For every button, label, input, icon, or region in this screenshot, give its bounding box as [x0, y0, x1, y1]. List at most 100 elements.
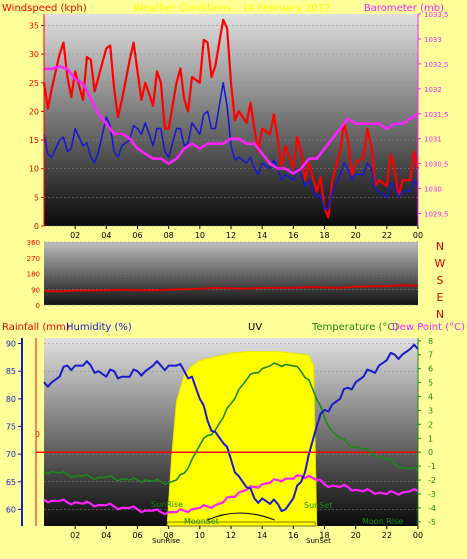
wind-x-tick-label: 22: [382, 231, 392, 240]
compass-e-label: E: [437, 291, 444, 304]
temperature-tick-label: 6: [428, 365, 433, 374]
direction-plot-area: [44, 242, 418, 305]
wind-x-tick-label: 00: [413, 231, 423, 240]
temperature-tick-label: -2: [428, 476, 436, 485]
direction-tick-label: 0: [36, 302, 40, 310]
humidity-tick-label: 90: [6, 340, 16, 349]
barometer-line: [44, 65, 419, 175]
temperature-tick-label: 0: [428, 448, 433, 457]
windspeed-tick-label: 5: [34, 193, 39, 202]
wind-x-tick-label: 12: [226, 231, 236, 240]
wind-x-tick-label: 10: [195, 231, 205, 240]
temperature-tick-label: -1: [428, 462, 436, 471]
humidity-ticks: 60 65 70 75 80 85 90: [6, 340, 22, 514]
compass-s-label: S: [437, 274, 444, 287]
humidity-tick-label: 60: [6, 505, 16, 514]
wind-x-tick-label: 04: [101, 231, 111, 240]
wind-x-ticks: 02 04 06 08 10 12 14 16 18 20 22 00: [70, 226, 423, 240]
dewpoint-line: [43, 474, 419, 516]
temperature-ticks: -5 -4 -3 -2 -1 0 1 2 3 4 5 6 7 8: [417, 337, 436, 527]
temperature-tick-label: 3: [428, 406, 433, 415]
compass-n-label: N: [436, 308, 444, 321]
windspeed-tick-label: 25: [29, 79, 39, 88]
temperature-x-tick-label: 12: [226, 531, 236, 540]
direction-ticks: 0 90 180 270 360: [27, 239, 40, 310]
temperature-x-ticks: 02 04 06 08 10 12 14 16 18 20 22 00: [70, 526, 423, 540]
wind-x-tick-label: 16: [288, 231, 298, 240]
sunrise-bottom-label: SunRise: [152, 537, 180, 545]
wind-x-tick-label: 06: [132, 231, 142, 240]
temperature-x-tick-label: 20: [351, 531, 361, 540]
temperature-line: [43, 362, 419, 486]
sunset-bottom-label: SunSet: [306, 537, 331, 545]
humidity-line: [43, 343, 419, 513]
direction-series: [43, 284, 419, 293]
temperature-tick-label: 8: [428, 337, 433, 346]
windspeed-axis-label: Windspeed (kph): [2, 3, 87, 14]
barometer-tick-label: 1033: [424, 36, 442, 44]
windspeed-tick-label: 0: [34, 222, 39, 231]
temperature-x-tick-label: 02: [70, 531, 80, 540]
windspeed-tick-label: 35: [29, 21, 39, 30]
rainfall-zero-tick: 0: [35, 430, 40, 439]
temperature-tick-label: 5: [428, 379, 433, 388]
barometer-tick-label: 1029,5: [424, 211, 449, 219]
windspeed-ticks: 0 5 10 15 20 25 30 35: [29, 21, 44, 231]
temperature-x-tick-label: 08: [164, 531, 174, 540]
wind-direction-line: [43, 284, 419, 293]
humidity-tick-label: 85: [6, 367, 16, 376]
direction-tick-label: 90: [31, 286, 40, 294]
rainfall-axis-label: Rainfall (mm): [2, 322, 70, 333]
barometer-tick-label: 1032,5: [424, 61, 449, 69]
windspeed-tick-label: 15: [29, 136, 39, 145]
wind-plot-area: [44, 14, 418, 226]
wind-x-tick-label: 20: [351, 231, 361, 240]
windspeed-tick-label: 30: [29, 50, 39, 59]
wind-x-tick-label: 02: [70, 231, 80, 240]
humidity-tick-label: 70: [6, 450, 16, 459]
moonrise-label: Moon Rise: [362, 517, 403, 526]
wind-gust-line: [42, 18, 420, 219]
uv-area: [166, 351, 318, 527]
barometer-tick-label: 1031,5: [424, 111, 449, 119]
barometer-tick-label: 1032: [424, 86, 442, 94]
temperature-axis-label: Temperature (°C): [311, 322, 398, 333]
temperature-x-tick-label: 00: [413, 531, 423, 540]
temperature-x-tick-label: 14: [257, 531, 267, 540]
temperature-x-tick-label: 18: [319, 531, 329, 540]
sunrise-mid-label: SunRise: [151, 500, 183, 509]
chart-title: Weather Conditions - 14 February 2017: [133, 3, 330, 14]
barometer-tick-label: 1030: [424, 186, 442, 194]
barometer-ticks: 1029,5 1030 1030,5 1031 1031,5 1032 1032,5 1033…: [418, 11, 449, 219]
compass-w-label: W: [435, 257, 446, 270]
direction-tick-label: 360: [27, 239, 40, 247]
compass-n-label: N: [436, 240, 444, 253]
temperature-tick-label: -4: [428, 504, 436, 513]
windspeed-tick-label: 20: [29, 107, 39, 116]
temperature-tick-label: 1: [428, 434, 433, 443]
barometer-tick-label: 1030,5: [424, 161, 449, 169]
wind-x-tick-label: 18: [319, 231, 329, 240]
temperature-tick-label: -3: [428, 490, 436, 499]
direction-tick-label: 270: [27, 255, 40, 263]
temperature-x-tick-label: 16: [288, 531, 298, 540]
temperature-tick-label: 4: [428, 392, 433, 401]
temperature-tick-label: 2: [428, 420, 433, 429]
temperature-x-tick-label: 04: [101, 531, 111, 540]
temperature-x-tick-label: 10: [195, 531, 205, 540]
barometer-tick-label: 1031: [424, 136, 442, 144]
wind-series: [42, 18, 420, 219]
humidity-tick-label: 65: [6, 478, 16, 487]
moonset-label: MoonSet: [184, 517, 219, 526]
barometer-axis-label: Barometer (mb): [364, 3, 444, 14]
moon-arc: [207, 512, 275, 521]
wind-x-tick-label: 14: [257, 231, 267, 240]
sunset-mid-label: SunSet: [304, 501, 332, 510]
direction-tick-label: 180: [27, 271, 40, 279]
uv-axis-label: UV: [248, 322, 262, 333]
humidity-axis-label: Humidity (%): [66, 322, 132, 333]
humidity-tick-label: 80: [6, 395, 16, 404]
